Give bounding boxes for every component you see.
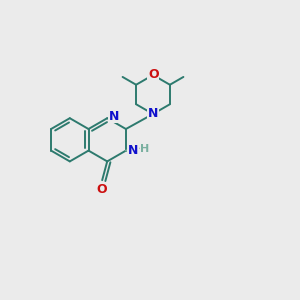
Text: N: N: [108, 110, 119, 123]
Text: N: N: [148, 107, 158, 120]
Text: H: H: [140, 144, 149, 154]
Text: O: O: [148, 68, 159, 81]
Text: N: N: [128, 143, 138, 157]
Text: O: O: [96, 183, 107, 196]
